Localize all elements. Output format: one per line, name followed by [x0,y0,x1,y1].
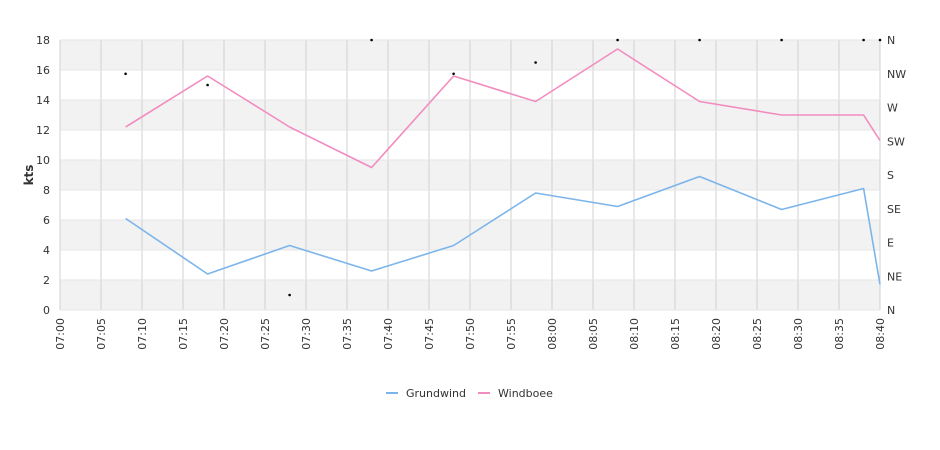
y-axis-labels: 0 2 4 6 8 10 12 14 16 18 [36,34,50,317]
right-axis-label: S [887,169,894,182]
legend-item-windboee: Windboee [478,387,553,400]
x-tick-label: 08:20 [710,318,723,350]
direction-marker [878,38,882,42]
y-tick-label: 12 [36,124,50,137]
direction-marker [452,72,455,76]
series-lines [125,48,881,285]
legend-label: Grundwind [406,387,466,400]
direction-marker [616,38,619,42]
x-tick-label: 07:10 [136,318,149,350]
y-tick-label: 14 [36,94,50,107]
direction-marker [534,61,537,64]
legend: Grundwind Windboee [386,387,553,400]
right-axis-label: SE [887,203,901,216]
horizontal-gridlines [60,39,880,311]
x-tick-label: 08:40 [874,318,887,350]
x-tick-label: 07:15 [177,318,190,350]
direction-marker [862,38,865,42]
x-axis-labels: 07:00 07:05 07:10 07:15 07:20 07:25 07:30 07:35… [54,318,887,350]
y-tick-label: 16 [36,64,50,77]
right-axis-label: W [887,102,898,115]
direction-markers [124,38,882,297]
x-tick-label: 07:30 [300,318,313,350]
x-tick-label: 08:00 [546,318,559,350]
y-tick-label: 18 [36,34,50,47]
x-tick-label: 08:30 [792,318,805,350]
y-axis-title: kts [22,165,36,186]
y-tick-label: 8 [43,184,50,197]
x-tick-label: 08:10 [628,318,641,350]
direction-marker [124,72,127,76]
y-tick-label: 0 [43,304,50,317]
legend-label: Windboee [498,387,553,400]
right-axis-labels: N NE E SE S SW W NW N [887,34,906,317]
x-tick-label: 07:25 [259,318,272,350]
x-tick-label: 07:55 [505,318,518,350]
x-tick-label: 07:35 [341,318,354,350]
right-axis-label: SW [887,135,905,148]
right-axis-label: E [887,237,894,250]
right-axis-label: NW [887,68,906,81]
series-line-grundwind [125,175,881,285]
right-axis-label: NE [887,270,902,283]
x-tick-label: 07:00 [54,318,67,350]
legend-item-grundwind: Grundwind [386,387,466,400]
direction-marker [780,38,783,42]
y-tick-label: 6 [43,214,50,227]
direction-marker [288,293,291,297]
y-tick-label: 4 [43,244,50,257]
x-tick-label: 08:35 [833,318,846,350]
x-tick-label: 08:15 [669,318,682,350]
x-tick-label: 08:25 [751,318,764,350]
x-tick-label: 07:50 [464,318,477,350]
right-axis-label: N [887,304,895,317]
direction-marker [370,38,373,42]
direction-marker [698,38,701,42]
series-line-windboee [125,48,881,169]
y-tick-label: 2 [43,274,50,287]
x-tick-label: 08:05 [587,318,600,350]
x-tick-label: 07:40 [382,318,395,350]
x-tick-label: 07:05 [95,318,108,350]
y-tick-label: 10 [36,154,50,167]
right-axis-label: N [887,34,895,47]
x-tick-label: 07:20 [218,318,231,350]
x-tick-label: 07:45 [423,318,436,350]
direction-marker [206,83,209,87]
